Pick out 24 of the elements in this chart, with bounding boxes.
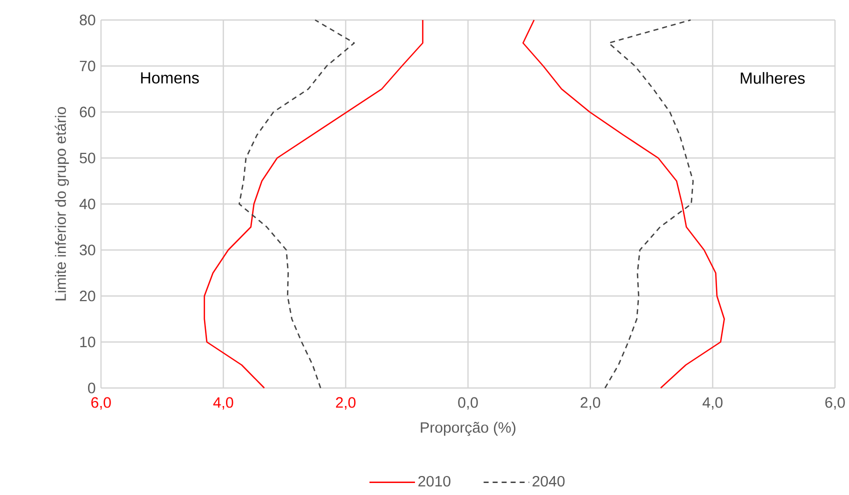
y-tick-label: 60 — [80, 106, 96, 118]
y-tick-label: 70 — [80, 60, 96, 72]
y-tick-label: 20 — [80, 290, 96, 302]
annotation: Homens — [141, 72, 199, 84]
x-tick-label: 6,0 — [825, 397, 845, 410]
x-tick-label: 0,0 — [458, 397, 478, 410]
annotation: Mulheres — [740, 72, 805, 84]
x-axis-title: Proporção (%) — [420, 422, 516, 436]
line-series — [238, 19, 355, 389]
x-tick-label: 4,0 — [213, 397, 234, 410]
y-tick-label: 40 — [79, 198, 96, 210]
y-tick-label: 10 — [80, 336, 96, 348]
line-series — [522, 19, 725, 389]
legend-label: 2010 — [418, 476, 450, 487]
y-tick-label: 50 — [80, 152, 96, 164]
x-tick-label: 4,0 — [702, 397, 722, 410]
x-tick-label: 6,0 — [91, 397, 111, 410]
y-tick-label: 0 — [88, 382, 96, 394]
legend-label: 2040 — [532, 476, 565, 487]
x-tick-label: 2,0 — [580, 397, 600, 410]
y-tick-label: 80 — [80, 14, 96, 26]
y-tick-label: 30 — [80, 244, 96, 256]
x-tick-label: 2,0 — [336, 397, 356, 410]
y-axis-title: Limite inferior do grupo etário — [54, 107, 69, 300]
